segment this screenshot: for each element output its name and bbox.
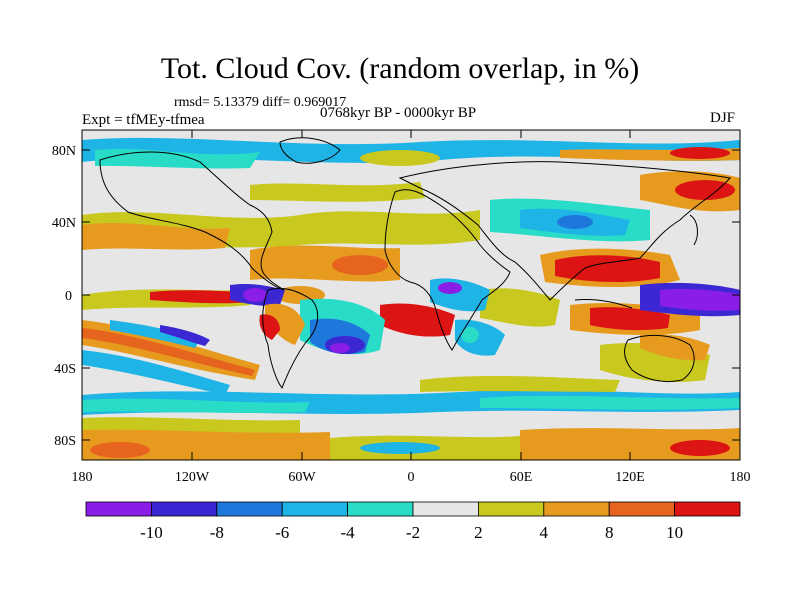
coastlines [99,137,731,390]
colorbar-swatch [216,501,283,517]
lon-label-60e: 60E [510,470,533,485]
colorbar-swatch [412,501,479,517]
lat-label-40n: 40N [52,216,76,231]
colorbar-label: -10 [140,523,163,542]
stats-label: rmsd= 5.13379 diff= 0.969017 [174,95,347,110]
lat-label-0: 0 [65,289,72,304]
colorbar-label: 4 [540,523,549,542]
colorbar-label: -2 [406,523,420,542]
lat-label-40s: 40S [54,362,76,377]
colorbar-swatch [150,501,218,517]
colorbar-swatch [608,501,676,517]
colorbar-swatch [674,501,741,517]
period-label: 0768kyr BP - 0000kyr BP [320,105,477,121]
lon-label-180w: 180 [72,470,93,485]
colorbar-swatch [347,501,414,517]
colorbar-label: -6 [275,523,289,542]
experiment-label: Expt = tfMEy-tfmea [82,112,205,128]
colorbar-label: -4 [341,523,356,542]
cloud-anomaly-field [82,137,740,460]
colorbar-swatch [477,501,545,517]
longitude-axis: 180 120W 60W 0 60E 120E 180 [72,130,751,485]
lon-label-120w: 120W [175,470,210,485]
colorbar-swatch [543,501,610,517]
colorbar [85,501,741,517]
colorbar-swatch [281,501,349,517]
colorbar-swatch [85,501,152,517]
lon-label-180e: 180 [730,470,751,485]
colorbar-label: -8 [210,523,224,542]
lon-label-0: 0 [408,470,415,485]
colorbar-labels: -10 -8 -6 -4 -2 2 4 8 10 [140,523,683,542]
lon-label-60w: 60W [288,470,316,485]
lat-label-80n: 80N [52,144,76,159]
lat-label-80s: 80S [54,434,76,449]
latitude-axis: 80N 40N 0 40S 80S [52,144,740,449]
colorbar-label: 10 [666,523,683,542]
season-label: DJF [710,110,736,126]
map-title: Tot. Cloud Cov. (random overlap, in %) [160,52,640,85]
colorbar-label: 2 [474,523,483,542]
lon-label-120e: 120E [615,470,645,485]
colorbar-label: 8 [605,523,614,542]
